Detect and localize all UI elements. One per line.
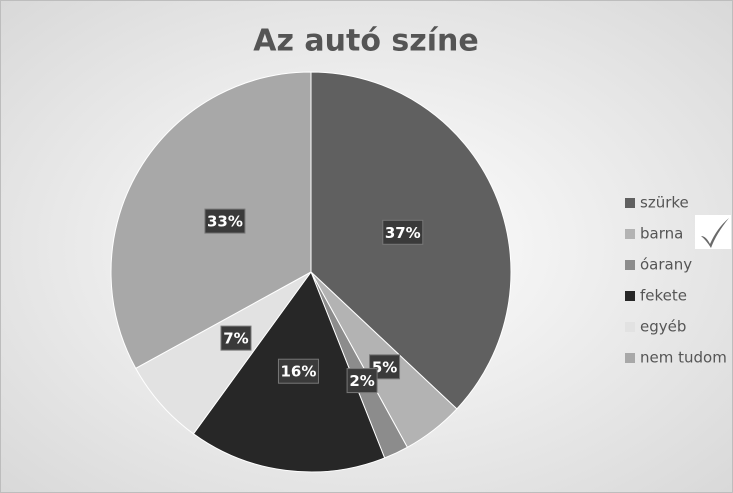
data-label-box xyxy=(346,368,378,394)
chart-title: Az autó színe xyxy=(253,24,478,59)
legend-label: óarany xyxy=(640,256,692,274)
data-label-box xyxy=(277,358,319,384)
data-label-box xyxy=(204,208,246,234)
data-label: 2% xyxy=(349,372,374,390)
legend-label: nem tudom xyxy=(640,349,727,367)
legend-swatch xyxy=(625,198,635,208)
legend-label: egyéb xyxy=(640,318,686,336)
legend-swatch xyxy=(625,291,635,301)
data-label: 16% xyxy=(281,363,317,381)
data-label-box xyxy=(220,325,252,351)
legend-swatch xyxy=(625,229,635,239)
data-label: 7% xyxy=(223,330,248,348)
legend-swatch xyxy=(625,260,635,270)
data-label: 37% xyxy=(385,224,421,242)
legend-label: barna xyxy=(640,225,683,243)
data-label-box xyxy=(382,219,424,245)
legend-swatch xyxy=(625,353,635,363)
legend-label: fekete xyxy=(640,287,687,305)
data-label: 5% xyxy=(372,358,397,376)
legend-label: szürke xyxy=(640,194,689,212)
legend-swatch xyxy=(625,322,635,332)
checkmark-icon xyxy=(695,215,731,249)
data-label: 33% xyxy=(207,213,243,231)
